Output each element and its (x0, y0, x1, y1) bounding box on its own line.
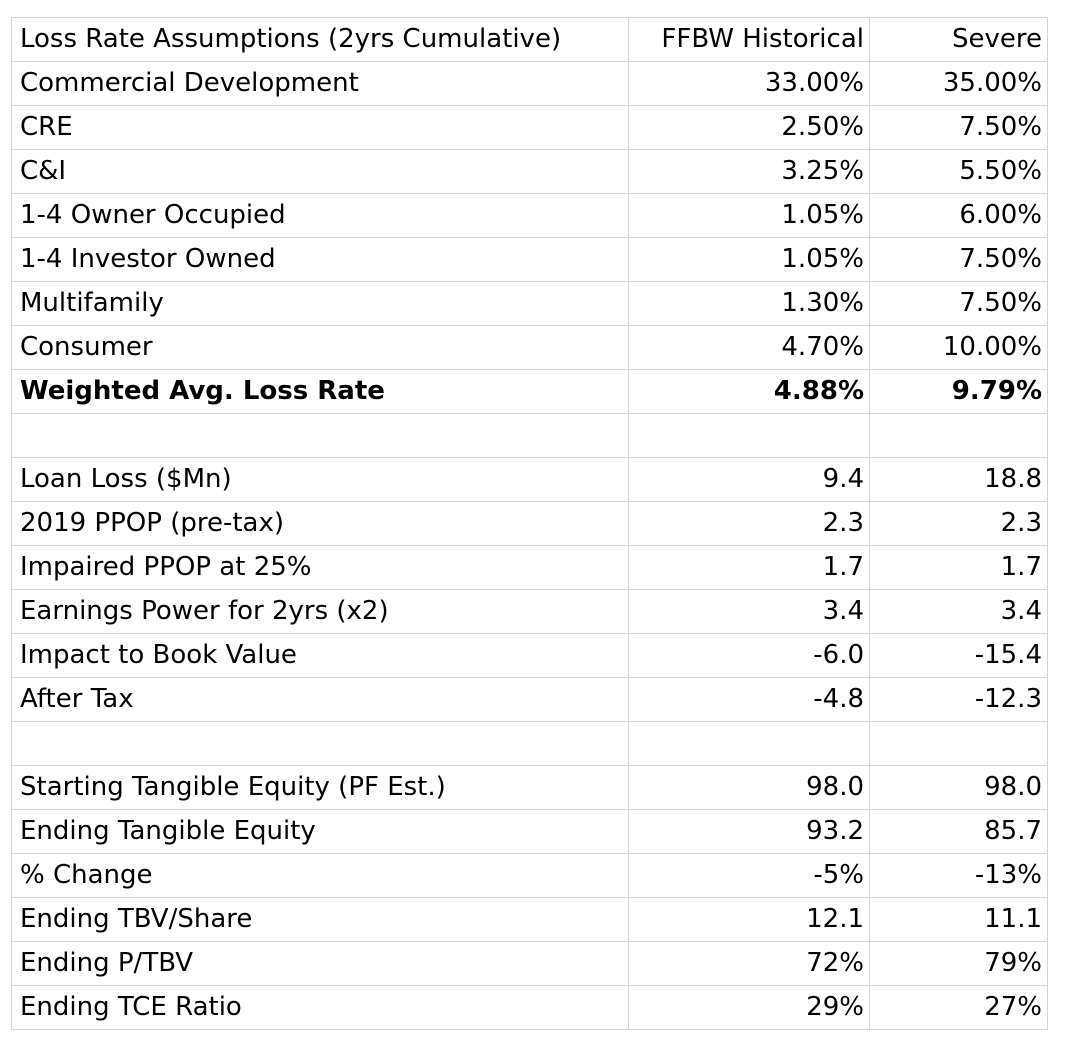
row-label[interactable]: Ending P/TBV (11, 941, 629, 986)
table-row: Ending TCE Ratio 29% 27% (11, 985, 1048, 1030)
table-row: % Change -5% -13% (11, 853, 1048, 898)
historical-value[interactable]: 4.70% (628, 325, 870, 370)
severe-value[interactable]: 10.00% (869, 325, 1048, 370)
empty-cell[interactable] (11, 721, 629, 766)
row-label[interactable]: C&I (11, 149, 629, 194)
table-row: Consumer 4.70% 10.00% (11, 325, 1048, 370)
empty-row (11, 413, 1048, 458)
severe-value[interactable]: 11.1 (869, 897, 1048, 942)
historical-value[interactable]: 33.00% (628, 61, 870, 106)
row-label[interactable]: Ending TBV/Share (11, 897, 629, 942)
historical-value[interactable]: 2.50% (628, 105, 870, 150)
severe-value[interactable]: 79% (869, 941, 1048, 986)
empty-row (11, 721, 1048, 766)
weighted-severe[interactable]: 9.79% (869, 369, 1048, 414)
historical-value[interactable]: 3.25% (628, 149, 870, 194)
row-label[interactable]: Impaired PPOP at 25% (11, 545, 629, 590)
row-label[interactable]: Impact to Book Value (11, 633, 629, 678)
row-label[interactable]: CRE (11, 105, 629, 150)
table-row: Impact to Book Value -6.0 -15.4 (11, 633, 1048, 678)
table-row: After Tax -4.8 -12.3 (11, 677, 1048, 722)
row-label[interactable]: 2019 PPOP (pre-tax) (11, 501, 629, 546)
row-label[interactable]: % Change (11, 853, 629, 898)
weighted-historical[interactable]: 4.88% (628, 369, 870, 414)
severe-value[interactable]: 27% (869, 985, 1048, 1030)
historical-value[interactable]: 29% (628, 985, 870, 1030)
row-label[interactable]: After Tax (11, 677, 629, 722)
historical-value[interactable]: 1.30% (628, 281, 870, 326)
row-label[interactable]: Ending TCE Ratio (11, 985, 629, 1030)
weighted-label[interactable]: Weighted Avg. Loss Rate (11, 369, 629, 414)
table-row: Multifamily 1.30% 7.50% (11, 281, 1048, 326)
table-row: Earnings Power for 2yrs (x2) 3.4 3.4 (11, 589, 1048, 634)
severe-value[interactable]: 98.0 (869, 765, 1048, 810)
historical-value[interactable]: 93.2 (628, 809, 870, 854)
row-label[interactable]: Consumer (11, 325, 629, 370)
table-row: Starting Tangible Equity (PF Est.) 98.0 … (11, 765, 1048, 810)
table-row: 2019 PPOP (pre-tax) 2.3 2.3 (11, 501, 1048, 546)
historical-value[interactable]: -5% (628, 853, 870, 898)
row-label[interactable]: Loan Loss ($Mn) (11, 457, 629, 502)
severe-value[interactable]: -15.4 (869, 633, 1048, 678)
severe-value[interactable]: -12.3 (869, 677, 1048, 722)
loss-rate-table: Loss Rate Assumptions (2yrs Cumulative) … (11, 17, 1048, 1030)
row-label[interactable]: Earnings Power for 2yrs (x2) (11, 589, 629, 634)
severe-value[interactable]: 1.7 (869, 545, 1048, 590)
row-label[interactable]: Multifamily (11, 281, 629, 326)
table-row: 1-4 Investor Owned 1.05% 7.50% (11, 237, 1048, 282)
row-label[interactable]: Starting Tangible Equity (PF Est.) (11, 765, 629, 810)
row-label[interactable]: 1-4 Owner Occupied (11, 193, 629, 238)
severe-value[interactable]: 3.4 (869, 589, 1048, 634)
historical-value[interactable]: 1.05% (628, 193, 870, 238)
severe-value[interactable]: 7.50% (869, 281, 1048, 326)
historical-value[interactable]: 1.05% (628, 237, 870, 282)
historical-value[interactable]: 98.0 (628, 765, 870, 810)
header-label[interactable]: Loss Rate Assumptions (2yrs Cumulative) (11, 17, 629, 62)
table-row: C&I 3.25% 5.50% (11, 149, 1048, 194)
empty-cell[interactable] (869, 413, 1048, 458)
table-row: 1-4 Owner Occupied 1.05% 6.00% (11, 193, 1048, 238)
severe-value[interactable]: 2.3 (869, 501, 1048, 546)
empty-cell[interactable] (628, 721, 870, 766)
historical-value[interactable]: 72% (628, 941, 870, 986)
empty-cell[interactable] (869, 721, 1048, 766)
header-severe[interactable]: Severe (869, 17, 1048, 62)
table-row: Loan Loss ($Mn) 9.4 18.8 (11, 457, 1048, 502)
severe-value[interactable]: 85.7 (869, 809, 1048, 854)
historical-value[interactable]: 9.4 (628, 457, 870, 502)
empty-cell[interactable] (11, 413, 629, 458)
severe-value[interactable]: -13% (869, 853, 1048, 898)
header-historical[interactable]: FFBW Historical (628, 17, 870, 62)
table-row: Commercial Development 33.00% 35.00% (11, 61, 1048, 106)
historical-value[interactable]: 12.1 (628, 897, 870, 942)
historical-value[interactable]: 2.3 (628, 501, 870, 546)
weighted-avg-row: Weighted Avg. Loss Rate 4.88% 9.79% (11, 369, 1048, 414)
table-row: Ending P/TBV 72% 79% (11, 941, 1048, 986)
row-label[interactable]: Commercial Development (11, 61, 629, 106)
table-row: Ending Tangible Equity 93.2 85.7 (11, 809, 1048, 854)
table-row: Ending TBV/Share 12.1 11.1 (11, 897, 1048, 942)
historical-value[interactable]: -6.0 (628, 633, 870, 678)
row-label[interactable]: Ending Tangible Equity (11, 809, 629, 854)
historical-value[interactable]: 3.4 (628, 589, 870, 634)
table-row: Impaired PPOP at 25% 1.7 1.7 (11, 545, 1048, 590)
header-row: Loss Rate Assumptions (2yrs Cumulative) … (11, 17, 1048, 62)
table-row: CRE 2.50% 7.50% (11, 105, 1048, 150)
severe-value[interactable]: 7.50% (869, 105, 1048, 150)
severe-value[interactable]: 35.00% (869, 61, 1048, 106)
historical-value[interactable]: -4.8 (628, 677, 870, 722)
historical-value[interactable]: 1.7 (628, 545, 870, 590)
empty-cell[interactable] (628, 413, 870, 458)
severe-value[interactable]: 6.00% (869, 193, 1048, 238)
row-label[interactable]: 1-4 Investor Owned (11, 237, 629, 282)
severe-value[interactable]: 18.8 (869, 457, 1048, 502)
severe-value[interactable]: 5.50% (869, 149, 1048, 194)
severe-value[interactable]: 7.50% (869, 237, 1048, 282)
